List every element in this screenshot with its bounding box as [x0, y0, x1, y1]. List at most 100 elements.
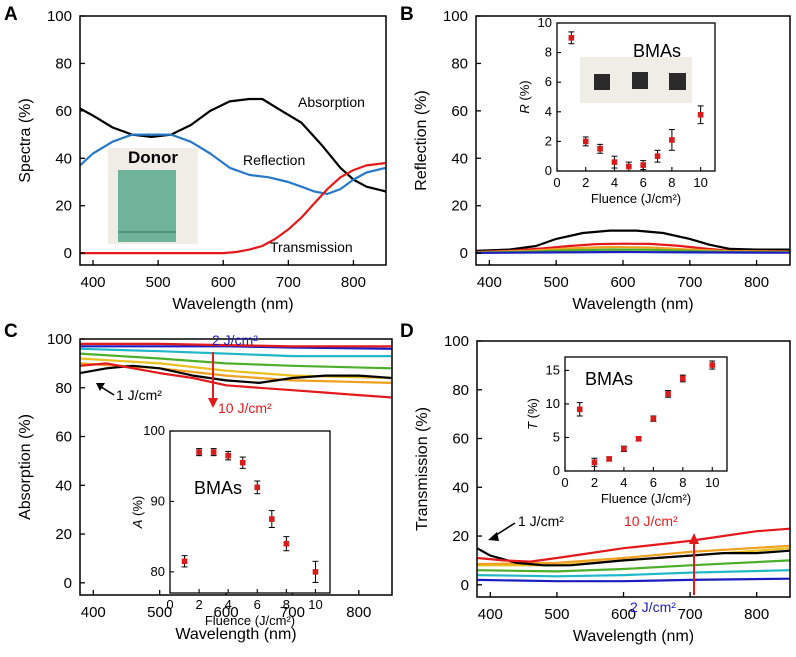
panel-b-ytick-label-60: 60 [451, 103, 468, 120]
panel-b-series-3jcm-4 [475, 250, 791, 254]
donor-glass-slide [118, 170, 176, 242]
inset-d-point-8 [709, 362, 716, 368]
annot-d-2jcm2: 2 J/cm² [630, 599, 676, 615]
bmas-photo [580, 57, 692, 103]
bmas-chip-1 [594, 74, 610, 90]
inset-c-ylabel: A (%) [130, 496, 145, 530]
panel-a-series-reflection-1 [79, 133, 387, 195]
inset-c-point-5 [254, 484, 261, 491]
panel-c-ytick-label-60: 60 [55, 429, 72, 446]
inset-d-ytick-label-10: 10 [546, 396, 560, 411]
inset-c-xtick-label-4: 4 [225, 597, 232, 612]
inset-b-title: BMAs [633, 41, 681, 61]
inset-c-point-6 [269, 516, 275, 522]
panel-b-frame [475, 15, 791, 266]
inset-d-xtick-label-2: 2 [591, 475, 598, 490]
panel-c-xtick-label-600: 600 [214, 604, 239, 621]
inset-d-point-1 [591, 459, 598, 466]
panel-b-ytick-label-0: 0 [460, 245, 468, 262]
inset-c-point-1 [196, 449, 202, 455]
inset-d-frame [564, 356, 728, 472]
panel-b-xlabel: Wavelength (nm) [572, 296, 693, 313]
annot-d-1jcm2: 1 J/cm² [518, 513, 564, 529]
panel-c-series-4jcm-2 [79, 347, 392, 358]
inset-c-xtick-label-2: 2 [195, 597, 202, 612]
inset-b-ytick-label-2: 2 [545, 133, 552, 148]
inset-b-ylabel-unit: (%) [517, 80, 532, 104]
inset-d-ytick-label-15: 15 [546, 362, 560, 377]
panel-c-xtick-label-400: 400 [81, 604, 106, 621]
inset-d-title: BMAs [585, 369, 633, 389]
panel-a-ylabel: Spectra (%) [17, 98, 34, 182]
panel-a-xtick-label-600: 600 [211, 274, 236, 291]
panel-c-ylabel: Absorption (%) [17, 414, 34, 520]
panel-d-ytick-label-80: 80 [452, 382, 469, 399]
inset-d-point-7 [680, 375, 686, 382]
inset-d-point-2 [606, 456, 612, 462]
panel-c-xtick-label-500: 500 [147, 604, 172, 621]
inset-b-ytick-label-0: 0 [545, 163, 552, 178]
inset-c-xtick-label-8: 8 [283, 597, 290, 612]
label-absorption: Absorption [298, 94, 365, 110]
panel-c-series-1jcm-6 [79, 364, 393, 384]
inset-b-ytick-label-10: 10 [538, 15, 552, 30]
panel-a-frame [79, 15, 387, 266]
inset-b-point-5 [640, 162, 646, 168]
inset-c-title: BMAs [194, 478, 242, 498]
inset-b-ylabel: R (%) [517, 80, 532, 113]
panel-b-xtick-label-700: 700 [677, 274, 702, 291]
panel-d-ytick-label-0: 0 [461, 577, 469, 594]
inset-d-xtick-label-10: 10 [705, 475, 719, 490]
inset-c-ytick-label-80: 80 [151, 564, 165, 579]
panel-b-xtick-label-400: 400 [477, 274, 502, 291]
inset-c-point-3 [225, 452, 231, 459]
inset-d-xtick-label-6: 6 [650, 475, 657, 490]
inset-b-point-2 [597, 146, 603, 152]
inset-d-ytick-label-0: 0 [553, 463, 560, 478]
panel-letter-a: A [4, 4, 18, 25]
bmas-chip-2 [632, 72, 648, 89]
inset-b-point-8 [697, 111, 704, 118]
inset-b-point-7 [669, 137, 675, 143]
panel-d-xtick-label-800: 800 [744, 606, 769, 623]
inset-b-xtick-label-2: 2 [582, 175, 589, 190]
inset-d-xtick-label-4: 4 [620, 475, 627, 490]
annot-c-1jcm2: 1 J/cm² [116, 387, 162, 403]
annot-d-10jcm2: 10 J/cm² [624, 513, 678, 529]
inset-c-ylabel-var: A [130, 520, 145, 530]
inset-b-point-3 [611, 159, 618, 165]
panel-a-ytick-label-60: 60 [55, 103, 72, 120]
arrow-c-head [208, 398, 218, 408]
panel-c-ytick-label-80: 80 [55, 380, 72, 397]
panel-b-series-1jcm-0 [475, 229, 790, 252]
inset-b-xlabel: Fluence (J/cm²) [591, 191, 681, 206]
panel-a-ytick-label-40: 40 [55, 150, 72, 167]
panel-letter-d: D [400, 321, 414, 342]
inset-d-xtick-label-8: 8 [679, 475, 686, 490]
panel-a-series-transmission-2 [80, 161, 387, 255]
inset-d-point-5 [650, 415, 657, 422]
inset-d-point-4 [635, 436, 642, 442]
inset-c-ytick-label-100: 100 [143, 423, 165, 438]
panel-d-ytick-label-20: 20 [452, 528, 469, 545]
inset-b-xtick-label-8: 8 [668, 175, 675, 190]
inset-b-point-0 [568, 35, 575, 41]
arrow-d1-head [488, 532, 499, 541]
inset-c-point-7 [283, 540, 290, 547]
panel-d-xtick-label-600: 600 [611, 606, 636, 623]
panel-c-xtick-label-700: 700 [280, 604, 305, 621]
inset-d-ylabel: T (%) [525, 398, 540, 430]
inset-b-point-6 [654, 153, 661, 159]
annot-c-10jcm2: 10 J/cm² [218, 400, 272, 416]
inset-b-xtick-label-6: 6 [640, 175, 647, 190]
inset-c-point-4 [239, 459, 246, 466]
inset-b-xtick-label-10: 10 [693, 175, 707, 190]
panel-d-series-4jcm-2 [476, 559, 791, 573]
panel-b-xtick-label-600: 600 [610, 274, 635, 291]
inset-c-point-2 [210, 449, 217, 455]
panel-d-series-3jcm-1 [476, 569, 791, 578]
panel-a-series-absorption-0 [79, 97, 387, 193]
inset-c-ytick-label-90: 90 [151, 493, 165, 508]
panel-b-xtick-label-500: 500 [544, 274, 569, 291]
